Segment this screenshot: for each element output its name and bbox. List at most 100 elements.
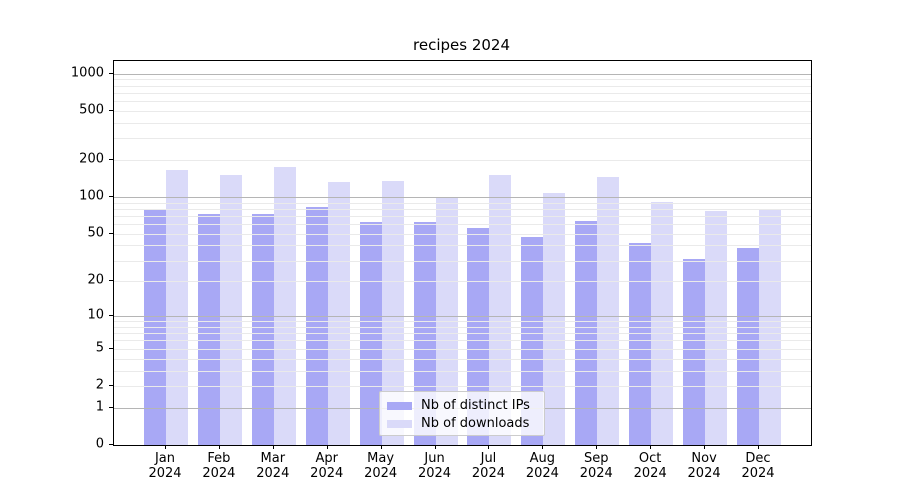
y-tick-label: 500 bbox=[79, 102, 104, 118]
x-tick-mark bbox=[758, 445, 759, 449]
legend-label: Nb of downloads bbox=[421, 416, 530, 431]
x-tick-mark bbox=[272, 445, 274, 449]
y-tick-mark bbox=[109, 384, 113, 386]
x-tick-mark bbox=[704, 445, 706, 449]
plot-area bbox=[113, 60, 812, 446]
gridline-minor bbox=[114, 260, 811, 262]
gridline-minor bbox=[114, 340, 811, 342]
bar-downloads bbox=[651, 202, 674, 445]
x-tick-mark bbox=[380, 445, 382, 449]
x-tick-label: Dec 2024 bbox=[741, 451, 775, 481]
bar-downloads bbox=[166, 170, 188, 445]
gridline-minor bbox=[114, 348, 811, 350]
x-tick-label: Aug 2024 bbox=[525, 451, 559, 481]
y-tick-mark bbox=[109, 444, 113, 445]
gridline-minor bbox=[114, 370, 811, 372]
legend-label: Nb of distinct IPs bbox=[421, 398, 530, 413]
bar-distinct-ips bbox=[683, 258, 706, 445]
bar-downloads bbox=[219, 174, 242, 445]
bar-distinct-ips bbox=[629, 242, 652, 445]
gridline-minor bbox=[114, 385, 811, 387]
bar-distinct-ips bbox=[413, 221, 436, 445]
gridline-minor bbox=[114, 138, 811, 140]
x-tick-label: Jan 2024 bbox=[148, 451, 182, 481]
y-tick-label: 200 bbox=[79, 151, 104, 167]
x-tick-label: Sep 2024 bbox=[579, 451, 613, 481]
gridline-minor bbox=[114, 122, 811, 124]
y-tick-label: 20 bbox=[87, 272, 104, 288]
gridline-minor bbox=[114, 208, 811, 210]
y-tick-label: 0 bbox=[95, 436, 104, 452]
gridline-minor bbox=[114, 358, 811, 360]
y-tick-label: 5 bbox=[95, 340, 104, 356]
legend: Nb of distinct IPs Nb of downloads bbox=[379, 391, 545, 436]
y-tick-label: 1000 bbox=[70, 65, 104, 81]
y-tick-mark bbox=[109, 406, 113, 408]
gridline-major bbox=[114, 316, 811, 318]
x-tick-label: Nov 2024 bbox=[687, 451, 721, 481]
y-tick-label: 50 bbox=[87, 225, 104, 241]
legend-swatch-distinct-ips bbox=[387, 402, 412, 410]
bar-downloads bbox=[381, 181, 404, 445]
legend-swatch-downloads bbox=[387, 420, 412, 428]
x-tick-mark bbox=[218, 445, 220, 449]
chart-title: recipes 2024 bbox=[413, 36, 510, 54]
x-tick-mark bbox=[165, 445, 166, 449]
y-tick-label: 1 bbox=[95, 399, 104, 415]
bar-distinct-ips bbox=[251, 214, 274, 445]
x-tick-mark bbox=[542, 445, 544, 449]
y-tick-mark bbox=[109, 347, 113, 349]
bar-distinct-ips bbox=[359, 221, 382, 445]
y-tick-label: 100 bbox=[79, 188, 104, 204]
y-tick-mark bbox=[109, 280, 113, 282]
bar-distinct-ips bbox=[305, 206, 328, 445]
bar-distinct-ips bbox=[197, 214, 220, 445]
bar-downloads bbox=[435, 197, 458, 445]
x-tick-mark bbox=[650, 445, 652, 449]
bar-distinct-ips bbox=[575, 220, 598, 445]
x-tick-label: Feb 2024 bbox=[202, 451, 236, 481]
bar-downloads bbox=[543, 193, 566, 445]
gridline-minor bbox=[114, 224, 811, 226]
gridline-minor bbox=[114, 85, 811, 87]
legend-item: Nb of distinct IPs bbox=[387, 397, 544, 415]
bar-downloads bbox=[327, 181, 350, 445]
x-tick-label: Apr 2024 bbox=[310, 451, 344, 481]
gridline-minor bbox=[114, 245, 811, 247]
x-tick-label: May 2024 bbox=[364, 451, 398, 481]
bar-distinct-ips bbox=[144, 208, 166, 445]
y-tick-mark bbox=[109, 159, 113, 161]
x-tick-mark bbox=[326, 445, 328, 449]
y-tick-mark bbox=[109, 232, 113, 234]
gridline-minor bbox=[114, 160, 811, 162]
bar-downloads bbox=[759, 208, 781, 445]
gridline-minor bbox=[114, 202, 811, 204]
bar-downloads bbox=[273, 166, 296, 445]
y-tick-mark bbox=[109, 110, 113, 111]
gridline-minor bbox=[114, 92, 811, 94]
x-tick-mark bbox=[488, 445, 490, 449]
bar-downloads bbox=[489, 174, 512, 445]
gridline-minor bbox=[114, 333, 811, 335]
y-tick-mark bbox=[109, 315, 113, 317]
x-tick-label: Oct 2024 bbox=[633, 451, 667, 481]
bar-downloads bbox=[597, 177, 620, 445]
gridline-minor bbox=[114, 79, 811, 81]
gridline-major bbox=[114, 73, 811, 75]
gridline-minor bbox=[114, 101, 811, 103]
x-tick-label: Jul 2024 bbox=[471, 451, 505, 481]
y-tick-label: 2 bbox=[95, 377, 104, 393]
gridline-major bbox=[114, 197, 811, 199]
y-tick-label: 10 bbox=[87, 307, 104, 323]
x-tick-label: Mar 2024 bbox=[256, 451, 290, 481]
y-tick-mark bbox=[109, 196, 113, 198]
y-tick-mark bbox=[109, 72, 113, 74]
gridline-minor bbox=[114, 215, 811, 217]
gridline-minor bbox=[114, 321, 811, 323]
bar-distinct-ips bbox=[737, 248, 759, 445]
x-tick-mark bbox=[596, 445, 598, 449]
gridline-minor bbox=[114, 281, 811, 283]
gridline-minor bbox=[114, 326, 811, 328]
legend-item: Nb of downloads bbox=[387, 415, 544, 433]
